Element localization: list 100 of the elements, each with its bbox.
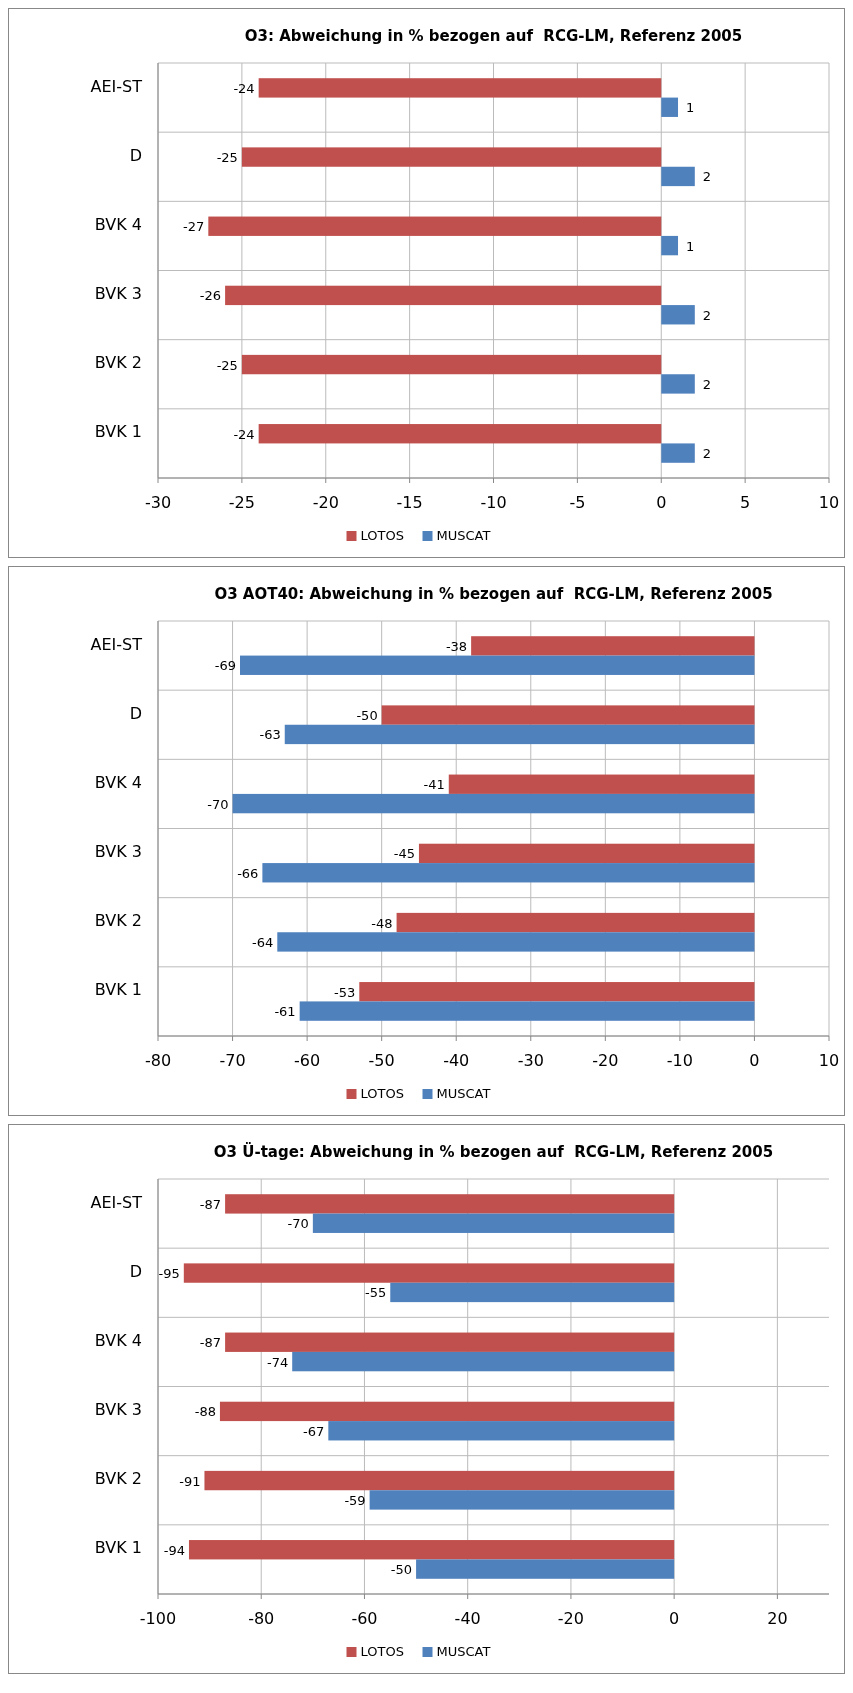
data-label: -26 bbox=[199, 288, 222, 304]
data-label: -66 bbox=[237, 865, 259, 881]
data-label: 2 bbox=[702, 307, 712, 323]
data-label: -69 bbox=[214, 658, 237, 674]
data-label: -88 bbox=[194, 1404, 216, 1420]
data-label: 1 bbox=[686, 238, 695, 254]
data-label: -95 bbox=[158, 1266, 180, 1282]
x-tick-label: -25 bbox=[228, 493, 255, 512]
data-label: -25 bbox=[216, 150, 238, 166]
data-label: 1 bbox=[686, 100, 695, 116]
legend-label: MUSCAT bbox=[436, 528, 491, 543]
bar bbox=[225, 285, 662, 306]
x-tick-label: -10 bbox=[480, 493, 507, 512]
data-label: -27 bbox=[183, 219, 205, 235]
bar bbox=[661, 235, 679, 256]
y-tick-label: BVK 3 bbox=[94, 1400, 142, 1420]
y-tick-label: BVK 1 bbox=[94, 980, 142, 1000]
data-label: 2 bbox=[702, 376, 712, 392]
y-tick-label: D bbox=[129, 145, 142, 165]
x-tick-label: -100 bbox=[139, 1609, 177, 1628]
data-label: -70 bbox=[207, 796, 229, 812]
x-tick-label: 5 bbox=[740, 493, 751, 512]
y-tick-label: BVK 2 bbox=[94, 353, 142, 373]
y-tick-label: BVK 3 bbox=[94, 284, 142, 304]
x-tick-label: -30 bbox=[144, 493, 172, 512]
data-label: -87 bbox=[199, 1196, 222, 1212]
x-tick-label: 0 bbox=[749, 1051, 760, 1070]
data-label: -24 bbox=[233, 426, 255, 442]
data-label: -74 bbox=[266, 1354, 289, 1370]
y-tick-label: BVK 1 bbox=[94, 422, 142, 442]
x-tick-label: -70 bbox=[219, 1051, 246, 1070]
data-label: -59 bbox=[344, 1492, 366, 1508]
data-label: -94 bbox=[163, 1542, 185, 1558]
chart-title: O3 AOT40: Abweichung in % bezogen auf RCG-LM, Referenz 2005 bbox=[214, 585, 773, 603]
data-label: -50 bbox=[356, 708, 378, 724]
data-label: -63 bbox=[259, 727, 281, 743]
bar bbox=[661, 166, 695, 187]
x-tick-label: -20 bbox=[312, 493, 339, 512]
data-label: -91 bbox=[179, 1473, 201, 1489]
legend-label: MUSCAT bbox=[436, 1644, 491, 1659]
y-tick-label: BVK 4 bbox=[94, 214, 142, 234]
data-label: -55 bbox=[365, 1285, 387, 1301]
chart-title: O3 Ü-tage: Abweichung in % bezogen auf RCG-LM, Referenz 2005 bbox=[213, 1142, 774, 1161]
y-tick-label: D bbox=[129, 1261, 142, 1281]
x-tick-label: -80 bbox=[248, 1609, 275, 1628]
x-tick-label: -40 bbox=[454, 1609, 481, 1628]
data-label: -24 bbox=[233, 80, 255, 96]
y-tick-label: BVK 4 bbox=[94, 772, 142, 792]
x-tick-label: -5 bbox=[569, 493, 586, 512]
data-label: -41 bbox=[423, 777, 445, 793]
legend-label: MUSCAT bbox=[436, 1086, 491, 1101]
data-label: -64 bbox=[252, 934, 274, 950]
x-tick-label: 10 bbox=[818, 1051, 840, 1070]
bar bbox=[661, 443, 695, 463]
x-tick-label: -60 bbox=[294, 1051, 321, 1070]
data-label: -48 bbox=[371, 915, 393, 931]
y-tick-label: BVK 1 bbox=[94, 1538, 142, 1558]
data-label: 2 bbox=[702, 169, 712, 185]
x-tick-label: 0 bbox=[656, 493, 667, 512]
y-tick-label: BVK 2 bbox=[94, 1469, 142, 1489]
x-tick-label: -60 bbox=[351, 1609, 378, 1628]
x-tick-label: 0 bbox=[669, 1609, 680, 1628]
legend-label: LOTOS bbox=[360, 1086, 404, 1101]
data-label: -45 bbox=[393, 846, 415, 862]
x-tick-label: -20 bbox=[557, 1609, 584, 1628]
y-tick-label: AEI-ST bbox=[90, 1192, 143, 1212]
legend-label: LOTOS bbox=[360, 1644, 404, 1659]
bar bbox=[661, 97, 679, 117]
y-tick-label: BVK 2 bbox=[94, 911, 142, 931]
y-tick-label: BVK 3 bbox=[94, 842, 142, 862]
bar bbox=[258, 424, 662, 444]
legend-label: LOTOS bbox=[360, 528, 404, 543]
y-tick-label: BVK 4 bbox=[94, 1330, 142, 1350]
data-label: -50 bbox=[390, 1562, 413, 1578]
data-label: -25 bbox=[216, 357, 238, 373]
bar bbox=[258, 78, 662, 98]
chart-title: O3: Abweichung in % bezogen auf RCG-LM, Referenz 2005 bbox=[244, 27, 743, 45]
bar bbox=[241, 147, 662, 167]
x-tick-label: -50 bbox=[368, 1051, 395, 1070]
y-tick-label: D bbox=[129, 703, 142, 723]
y-tick-label: AEI-ST bbox=[90, 76, 143, 96]
data-label: -87 bbox=[199, 1335, 222, 1351]
bar bbox=[661, 374, 695, 394]
y-tick-label: AEI-ST bbox=[90, 634, 143, 654]
data-label: -53 bbox=[334, 984, 356, 1000]
bar bbox=[661, 305, 695, 325]
x-tick-label: 20 bbox=[767, 1609, 788, 1628]
x-tick-label: -80 bbox=[144, 1051, 172, 1070]
data-label: -61 bbox=[274, 1004, 296, 1020]
bar bbox=[208, 216, 662, 236]
bar bbox=[241, 354, 662, 375]
x-tick-label: 10 bbox=[818, 493, 840, 512]
data-label: -38 bbox=[445, 638, 468, 654]
x-tick-label: -30 bbox=[517, 1051, 544, 1070]
x-tick-label: -20 bbox=[592, 1051, 619, 1070]
data-label: -67 bbox=[303, 1423, 325, 1439]
x-tick-label: -10 bbox=[666, 1051, 693, 1070]
x-tick-label: -15 bbox=[396, 493, 423, 512]
x-tick-label: -40 bbox=[443, 1051, 470, 1070]
data-label: 2 bbox=[702, 446, 712, 462]
